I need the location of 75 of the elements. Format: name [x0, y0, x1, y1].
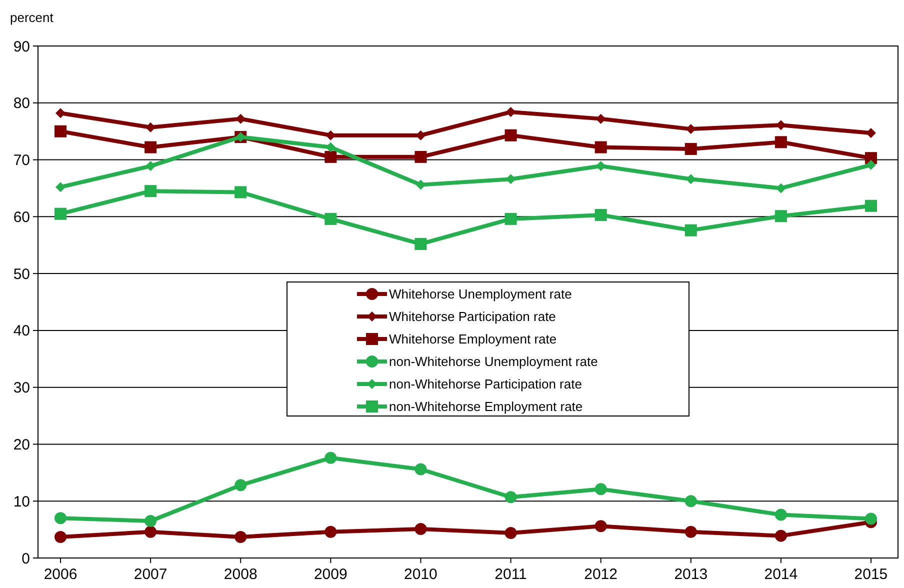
point: [594, 483, 607, 496]
point: [144, 185, 157, 198]
x-tick-label: 2015: [854, 566, 888, 583]
legend-label: Whitehorse Unemployment rate: [389, 286, 572, 302]
point: [144, 141, 157, 154]
point: [774, 136, 787, 148]
point: [684, 495, 697, 508]
point: [594, 141, 607, 154]
point: [594, 520, 607, 532]
point: [686, 124, 696, 134]
point: [144, 515, 157, 528]
y-tick-label: 10: [13, 493, 30, 510]
point: [686, 174, 696, 184]
point: [684, 142, 697, 155]
x-tick-label: 2014: [764, 566, 798, 583]
y-tick-label: 60: [13, 208, 30, 226]
point: [774, 508, 787, 521]
x-tick-label: 2006: [44, 566, 78, 583]
point: [56, 108, 66, 118]
y-tick-label: 0: [22, 550, 30, 568]
legend-label: non-Whitehorse Participation rate: [389, 376, 582, 392]
point: [234, 186, 247, 198]
point: [324, 150, 337, 163]
point: [414, 463, 427, 476]
point: [774, 210, 787, 222]
point: [504, 212, 517, 225]
legend-label: non-Whitehorse Employment rate: [389, 399, 583, 414]
legend-label: non-Whitehorse Unemployment rate: [389, 354, 598, 370]
x-tick-label: 2007: [134, 566, 168, 583]
point: [414, 522, 427, 535]
point: [326, 142, 336, 152]
point: [594, 208, 607, 221]
y-tick-label: 50: [13, 266, 30, 283]
point: [504, 129, 517, 142]
x-tick-label: 2011: [494, 566, 527, 583]
x-tick-label: 2008: [224, 566, 258, 583]
point: [506, 106, 516, 117]
y-tick-label: 80: [13, 95, 30, 112]
y-tick-label: 40: [13, 322, 30, 340]
point: [684, 224, 697, 236]
point: [236, 114, 246, 124]
point: [864, 200, 877, 212]
point: [54, 512, 67, 524]
point: [54, 208, 67, 220]
point: [234, 530, 247, 543]
point: [414, 238, 427, 250]
point: [324, 212, 337, 225]
x-tick-label: 2010: [404, 566, 438, 583]
point: [504, 491, 517, 504]
y-tick-label: 30: [13, 380, 30, 397]
y-tick-label: 20: [13, 436, 30, 454]
point: [324, 452, 337, 464]
y-tick-label: 90: [13, 38, 30, 56]
point: [774, 530, 787, 542]
point: [776, 183, 786, 194]
point: [504, 526, 517, 539]
point: [56, 182, 66, 192]
point: [146, 161, 156, 172]
x-tick-label: 2013: [674, 566, 708, 583]
point: [234, 479, 247, 492]
legend-label: Whitehorse Participation rate: [389, 309, 556, 324]
point: [684, 526, 697, 538]
point: [324, 526, 337, 538]
x-tick-label: 2012: [584, 566, 618, 583]
x-tick-label: 2009: [314, 566, 348, 583]
y-tick-label: 70: [13, 152, 30, 170]
point: [866, 160, 876, 170]
point: [144, 526, 157, 538]
point: [54, 125, 67, 138]
legend-label: Whitehorse Employment rate: [389, 332, 557, 347]
point: [54, 530, 67, 543]
point: [414, 150, 427, 163]
point: [596, 161, 606, 172]
y-axis-title: percent: [10, 10, 54, 25]
point: [864, 512, 877, 525]
